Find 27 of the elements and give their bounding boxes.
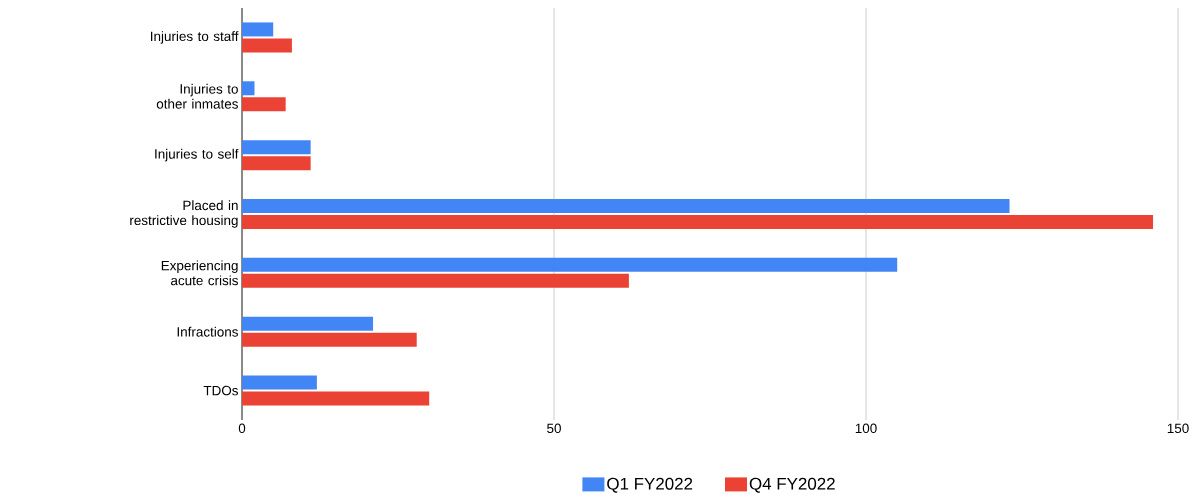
bar [242, 81, 255, 96]
legend-label: Q1 FY2022 [607, 477, 693, 493]
bar [242, 22, 274, 37]
x-tick-label: 100 [855, 423, 877, 434]
bar [242, 375, 317, 390]
y-tick-label: TDOs [203, 385, 238, 396]
x-tick-label: 150 [1167, 423, 1189, 434]
bar [242, 198, 1010, 213]
x-tick-label: 50 [547, 423, 561, 434]
y-tick-label: Placed in restrictive housing [130, 200, 238, 228]
y-tick-label: Injuries to staff [151, 31, 239, 44]
bar [242, 316, 374, 331]
y-tick-label: Experiencing acute crisis [161, 260, 238, 286]
bar [242, 391, 430, 406]
bar [242, 140, 311, 155]
bar [242, 97, 286, 112]
bar [242, 38, 292, 53]
bar [242, 156, 311, 171]
y-tick-label: Injuries to other inmates [156, 83, 238, 109]
y-tick-label: Injuries to self [155, 148, 239, 162]
x-tick-label: 0 [238, 423, 246, 434]
bar [242, 273, 629, 288]
bar [242, 332, 417, 347]
bar [242, 257, 898, 272]
bar [242, 214, 1154, 229]
y-tick-label: Infractions [177, 326, 238, 337]
legend-label: Q4 FY2022 [749, 477, 835, 493]
